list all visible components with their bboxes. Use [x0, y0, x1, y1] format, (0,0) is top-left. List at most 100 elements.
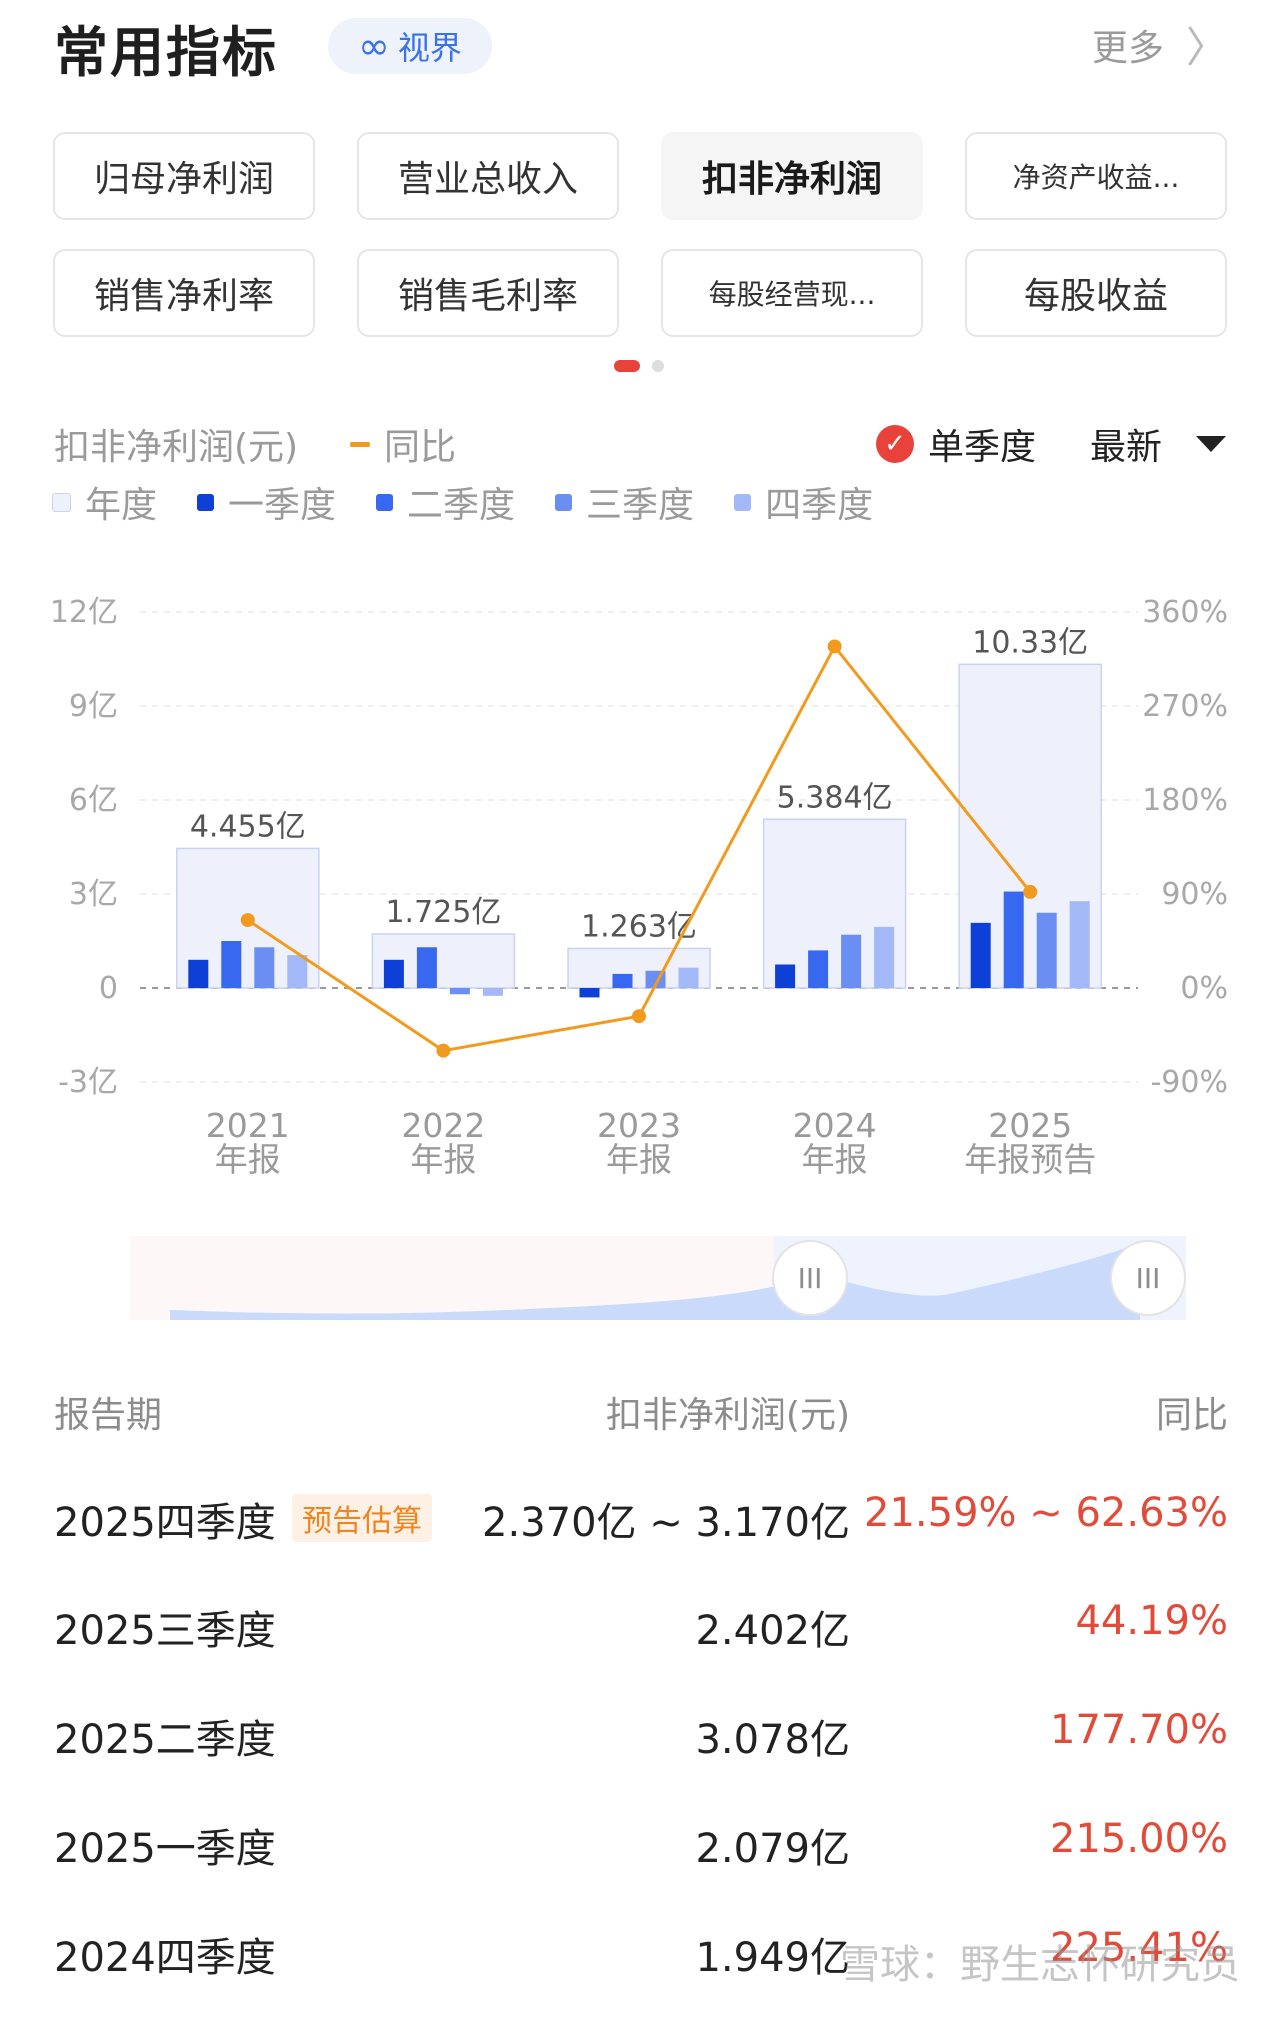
metric-btn-gross-margin[interactable]: 销售毛利率	[357, 249, 619, 337]
row-value: 2.402亿	[695, 1608, 850, 1654]
metric-btn-net-margin[interactable]: 销售净利率	[53, 249, 315, 337]
y-tick-label: 6亿	[69, 783, 118, 818]
table-row[interactable]: 2025三季度 2.402亿 44.19%	[0, 1598, 1280, 1698]
y-tick-label: 12亿	[50, 595, 118, 630]
quarter-bar	[1036, 912, 1057, 988]
row-period: 2024四季度	[54, 1935, 276, 1981]
single-quarter-label: 单季度	[928, 427, 1037, 468]
page-dot-active	[614, 360, 640, 372]
col-header-period: 报告期	[54, 1395, 163, 1436]
yoy-point	[240, 913, 255, 928]
quarter-bar	[775, 964, 796, 988]
infinity-icon: ∞	[358, 24, 390, 68]
metric-btn-total-revenue[interactable]: 营业总收入	[357, 132, 619, 220]
series-legend: 年度 一季度 二季度 三季度 四季度	[52, 476, 873, 528]
col-header-yoy: 同比	[1155, 1395, 1228, 1436]
more-label: 更多	[1091, 27, 1164, 69]
quarter-bar	[579, 988, 600, 998]
y2-tick-label: 360%	[1142, 595, 1228, 630]
table-row[interactable]: 2024四季度 1.949亿 225.41%	[0, 1925, 1280, 2025]
quarter-bar	[287, 955, 308, 988]
quarter-bar	[449, 988, 470, 995]
legend-q2[interactable]: 二季度	[376, 476, 515, 528]
x-tick-label: 年报预告	[964, 1140, 1096, 1179]
quarter-bar	[1069, 901, 1090, 988]
metric-btn-deducted-net-profit[interactable]: 扣非净利润	[661, 132, 923, 220]
yoy-line	[246, 643, 1032, 1053]
table-row[interactable]: 2025四季度 预告估算 2.370亿 ~ 3.170亿 21.59% ~ 62…	[0, 1490, 1280, 1590]
yoy-point	[1023, 884, 1038, 899]
legend-q3[interactable]: 三季度	[555, 476, 694, 528]
table-row[interactable]: 2025二季度 3.078亿 177.70%	[0, 1707, 1280, 1807]
x-tick-label: 2024	[793, 1106, 877, 1145]
shijie-badge[interactable]: ∞ 视界	[328, 18, 492, 74]
quarter-bar	[808, 950, 829, 988]
quarter-bar	[416, 947, 437, 988]
x-tick-label: 2025	[988, 1106, 1072, 1145]
legend-annual[interactable]: 年度	[52, 476, 157, 528]
forecast-tag: 预告估算	[292, 1494, 432, 1542]
net-profit-chart[interactable]: -3亿 0 3亿 6亿 9亿 12亿 -90% 0% 90% 180% 270% 360% 4.455亿…	[40, 580, 1240, 1200]
range-end-handle[interactable]: III	[1112, 1242, 1184, 1314]
sort-dropdown[interactable]: 最新	[1090, 418, 1227, 470]
row-value: 1.949亿	[695, 1935, 850, 1981]
y2-tick-label: 0%	[1180, 971, 1228, 1006]
row-period: 2025二季度	[54, 1717, 276, 1763]
quarter-bar	[383, 959, 404, 988]
x-tick-label: 年报	[606, 1140, 672, 1179]
quarter-bar	[1003, 891, 1024, 988]
annual-value-label: 10.33亿	[972, 625, 1088, 660]
caret-down-icon	[1196, 436, 1227, 452]
single-quarter-toggle[interactable]: ✓ 单季度	[876, 418, 1036, 470]
row-period: 2025三季度	[54, 1608, 276, 1654]
chevron-right-icon: 〉	[1185, 23, 1228, 72]
metric-btn-parent-net-profit[interactable]: 归母净利润	[53, 132, 315, 220]
metric-btn-eps[interactable]: 每股收益	[965, 249, 1227, 337]
row-yoy: 177.70%	[1050, 1707, 1228, 1753]
x-tick-label: 年报	[802, 1140, 868, 1179]
y2-tick-label: 270%	[1142, 689, 1228, 724]
y2-tick-label: -90%	[1150, 1065, 1228, 1100]
quarter-bar	[874, 926, 895, 988]
badge-label: 视界	[397, 29, 462, 67]
checkmark-icon: ✓	[876, 425, 914, 463]
range-start-handle[interactable]: III	[774, 1242, 846, 1314]
annual-value-label: 1.263亿	[581, 909, 697, 944]
metric-btn-roe[interactable]: 净资产收益...	[965, 132, 1227, 220]
row-yoy: 215.00%	[1050, 1816, 1228, 1862]
row-value: 2.370亿 ~ 3.170亿	[482, 1500, 850, 1546]
page-indicator[interactable]	[614, 360, 664, 372]
quarter-bar	[678, 967, 699, 988]
y2-tick-label: 90%	[1161, 877, 1228, 912]
y-tick-label: 9亿	[69, 689, 118, 724]
x-tick-label: 2023	[597, 1106, 681, 1145]
range-scroller[interactable]: III III	[130, 1236, 1186, 1320]
row-yoy: 44.19%	[1075, 1598, 1228, 1644]
yoy-legend: 同比	[350, 418, 456, 470]
col-header-value: 扣非净利润(元)	[605, 1395, 850, 1436]
x-tick-label: 年报	[215, 1140, 281, 1179]
x-tick-label: 年报	[410, 1140, 476, 1179]
watermark: 雪球：野生志怀研究员	[840, 1942, 1240, 1988]
yoy-line-swatch	[350, 441, 370, 447]
legend-swatch	[197, 493, 215, 511]
y-tick-label: 3亿	[69, 877, 118, 912]
legend-q1[interactable]: 一季度	[197, 476, 336, 528]
y-tick-label: 0	[99, 971, 118, 1006]
table-row[interactable]: 2025一季度 2.079亿 215.00%	[0, 1816, 1280, 1916]
row-value: 2.079亿	[695, 1826, 850, 1872]
quarter-bar	[612, 973, 633, 988]
more-link[interactable]: 更多 〉	[1092, 14, 1228, 75]
legend-swatch	[52, 492, 71, 512]
yoy-point	[436, 1043, 451, 1058]
legend-q4[interactable]: 四季度	[734, 476, 873, 528]
annual-value-label: 4.455亿	[190, 809, 306, 844]
row-period: 2025四季度	[54, 1500, 276, 1546]
x-tick-label: 2022	[401, 1106, 485, 1145]
metric-btn-op-cashflow-per-share[interactable]: 每股经营现...	[661, 249, 923, 337]
legend-label: 二季度	[407, 485, 516, 526]
sort-label: 最新	[1090, 427, 1163, 468]
chart-metric-label: 扣非净利润(元)	[54, 427, 299, 468]
legend-label: 年度	[85, 485, 158, 526]
annual-value-label: 5.384亿	[777, 780, 893, 815]
